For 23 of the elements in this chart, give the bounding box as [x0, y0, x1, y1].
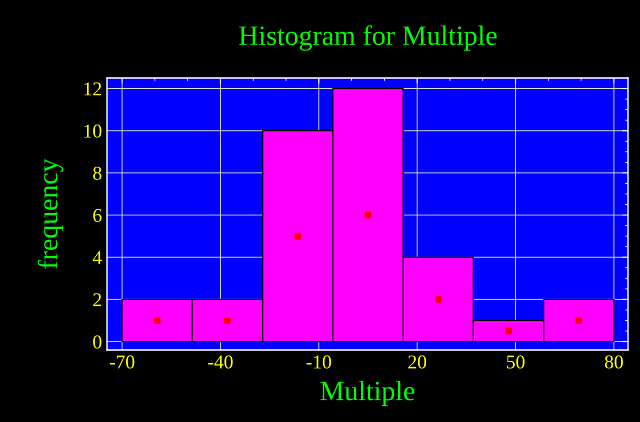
- x-tick-label: -70: [110, 355, 134, 369]
- point: [576, 317, 582, 324]
- x-axis-title: Multiple: [320, 380, 414, 406]
- chart-title: Histogram for Multiple: [239, 25, 497, 51]
- y-tick-label: 4: [92, 251, 102, 264]
- y-tick-label: 0: [93, 335, 102, 349]
- x-tick-label: 80: [604, 355, 623, 369]
- point: [224, 317, 231, 324]
- point: [154, 317, 160, 324]
- point: [364, 212, 372, 218]
- y-tick-label: 10: [84, 124, 102, 138]
- y-axis-title: frequency: [38, 158, 64, 269]
- point: [505, 328, 512, 334]
- point: [294, 232, 302, 240]
- x-tick-label: 20: [408, 355, 426, 369]
- x-tick-label: 50: [506, 355, 525, 369]
- x-tick-label: -10: [306, 355, 332, 369]
- y-tick-label: 2: [93, 293, 102, 306]
- y-tick-label: 12: [84, 82, 102, 96]
- y-tick-label: 8: [93, 166, 102, 180]
- point: [434, 296, 442, 303]
- x-tick-label: -40: [208, 355, 233, 369]
- y-tick-label: 6: [93, 208, 102, 222]
